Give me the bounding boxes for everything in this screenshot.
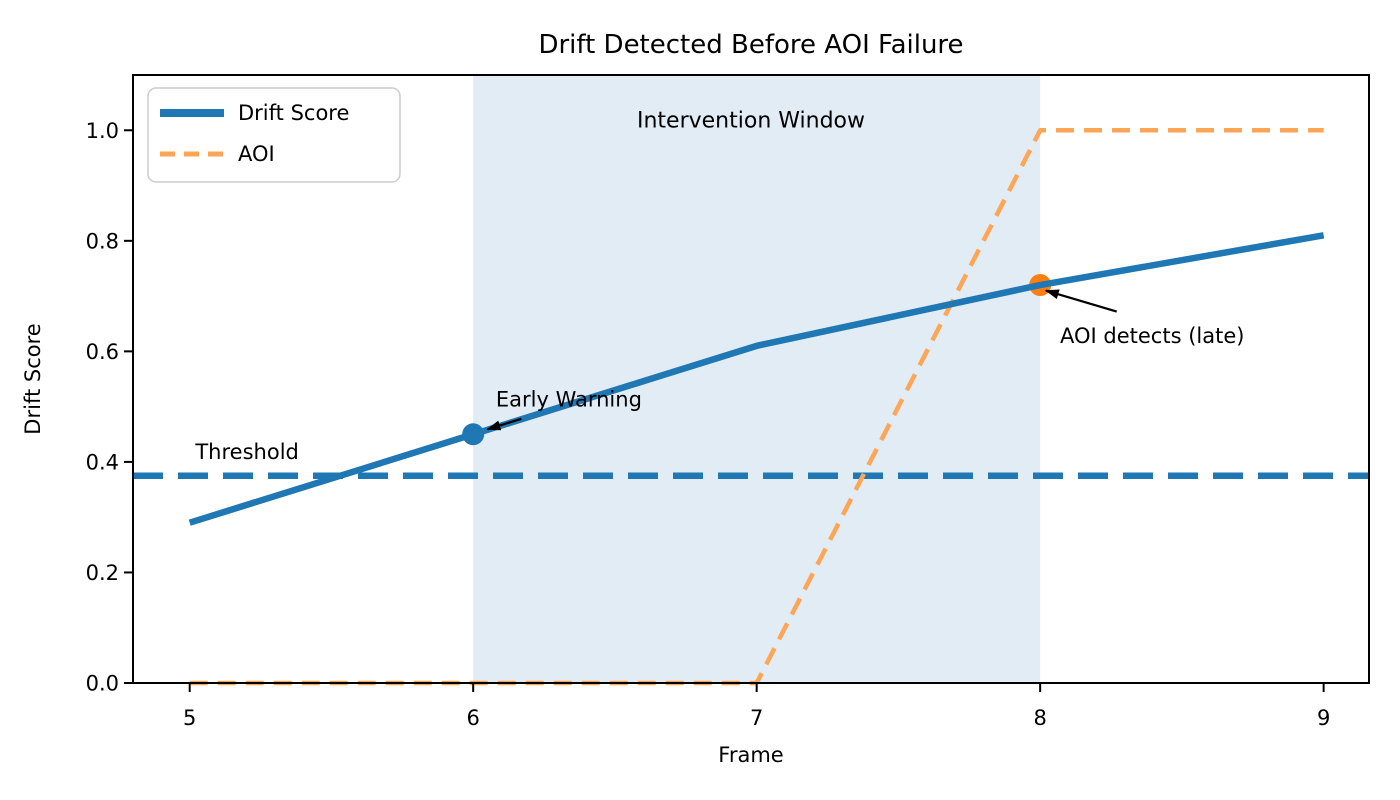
aoi-detects-label-arrow: [1044, 289, 1118, 313]
threshold-label: Threshold: [194, 440, 299, 464]
early-warning-label-arrow: [486, 417, 522, 431]
y-tick-label: 0.8: [86, 229, 119, 253]
drift-score-line: [188, 232, 1325, 526]
legend-label: Drift Score: [238, 101, 349, 125]
plot-spines: [132, 74, 1370, 684]
y-tick-label: 0.0: [86, 672, 119, 696]
x-tick-label: 8: [1033, 706, 1046, 730]
legend-label: AOI: [238, 142, 275, 166]
aoi-detects-label: AOI detects (late): [1060, 324, 1244, 348]
x-tick-label: 9: [1317, 706, 1330, 730]
y-tick-label: 0.6: [86, 340, 119, 364]
y-tick-label: 0.4: [86, 450, 119, 474]
x-tick-label: 7: [750, 706, 763, 730]
x-tick-label: 5: [183, 706, 196, 730]
intervention-window-span: [473, 75, 1041, 683]
y-tick-label: 1.0: [86, 119, 119, 143]
y-tick-label: 0.2: [86, 561, 119, 585]
chart-title: Drift Detected Before AOI Failure: [538, 30, 964, 60]
y-axis-label: Drift Score: [21, 323, 45, 435]
intervention-window-label: Intervention Window: [637, 109, 865, 134]
early-warning-point: [462, 423, 485, 446]
x-axis-label: Frame: [718, 743, 784, 767]
early-warning-label: Early Warning: [496, 388, 642, 412]
x-tick-label: 6: [466, 706, 479, 730]
